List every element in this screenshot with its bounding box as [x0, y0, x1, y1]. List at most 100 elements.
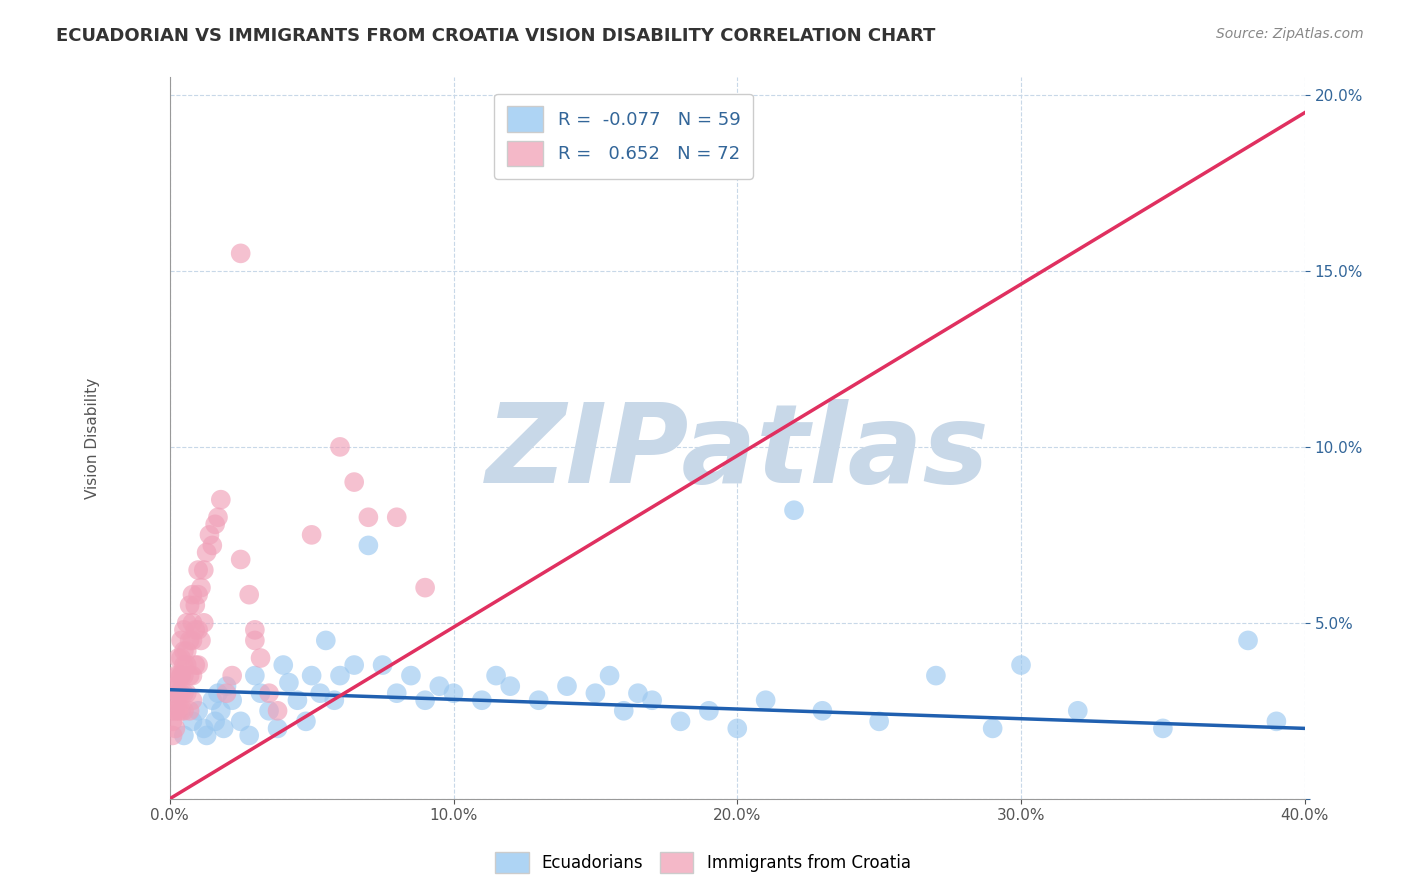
Point — [266, 722, 288, 736]
Point — [173, 668, 195, 682]
Point — [187, 563, 209, 577]
Point — [301, 668, 323, 682]
Point — [229, 246, 252, 260]
Point — [193, 615, 215, 630]
Point — [184, 599, 207, 613]
Point — [1237, 633, 1260, 648]
Point — [868, 714, 890, 729]
Point — [443, 686, 465, 700]
Point — [229, 714, 252, 729]
Point — [301, 528, 323, 542]
Point — [170, 686, 193, 700]
Point — [981, 722, 1004, 736]
Point — [181, 615, 204, 630]
Point — [165, 668, 187, 682]
Point — [187, 623, 209, 637]
Point — [187, 588, 209, 602]
Point — [176, 658, 198, 673]
Point — [471, 693, 494, 707]
Point — [176, 686, 198, 700]
Point — [165, 693, 187, 707]
Point — [195, 545, 218, 559]
Point — [323, 693, 346, 707]
Point — [343, 658, 366, 673]
Point — [243, 623, 266, 637]
Point — [221, 693, 243, 707]
Point — [427, 679, 450, 693]
Y-axis label: Vision Disability: Vision Disability — [86, 377, 100, 499]
Point — [184, 658, 207, 673]
Point — [181, 633, 204, 648]
Point — [173, 728, 195, 742]
Point — [295, 714, 318, 729]
Point — [209, 492, 232, 507]
Point — [162, 686, 184, 700]
Point — [179, 668, 201, 682]
Point — [555, 679, 578, 693]
Point — [238, 728, 260, 742]
Point — [176, 644, 198, 658]
Point — [201, 693, 224, 707]
Point — [170, 651, 193, 665]
Point — [811, 704, 834, 718]
Point — [413, 693, 436, 707]
Point — [215, 686, 238, 700]
Point — [195, 728, 218, 742]
Point — [499, 679, 522, 693]
Point — [173, 658, 195, 673]
Point — [725, 722, 748, 736]
Point — [371, 658, 394, 673]
Point — [315, 633, 337, 648]
Point — [257, 704, 280, 718]
Point — [257, 686, 280, 700]
Point — [238, 588, 260, 602]
Legend: R =  -0.077   N = 59, R =   0.652   N = 72: R = -0.077 N = 59, R = 0.652 N = 72 — [495, 94, 754, 179]
Point — [755, 693, 778, 707]
Point — [179, 599, 201, 613]
Point — [167, 686, 190, 700]
Point — [783, 503, 806, 517]
Point — [266, 704, 288, 718]
Point — [193, 563, 215, 577]
Point — [583, 686, 606, 700]
Point — [190, 633, 212, 648]
Point — [181, 693, 204, 707]
Point — [357, 538, 380, 552]
Point — [173, 623, 195, 637]
Point — [173, 704, 195, 718]
Point — [173, 644, 195, 658]
Point — [329, 440, 352, 454]
Point — [162, 728, 184, 742]
Point — [165, 679, 187, 693]
Point — [697, 704, 720, 718]
Point — [329, 668, 352, 682]
Point — [221, 668, 243, 682]
Point — [669, 714, 692, 729]
Point — [641, 693, 664, 707]
Point — [173, 686, 195, 700]
Point — [309, 686, 332, 700]
Point — [599, 668, 621, 682]
Point — [170, 668, 193, 682]
Point — [162, 714, 184, 729]
Point — [627, 686, 650, 700]
Point — [212, 722, 235, 736]
Text: ZIPatlas: ZIPatlas — [485, 399, 990, 506]
Point — [1010, 658, 1032, 673]
Point — [187, 658, 209, 673]
Point — [167, 668, 190, 682]
Point — [181, 668, 204, 682]
Point — [287, 693, 309, 707]
Point — [385, 510, 408, 524]
Point — [215, 679, 238, 693]
Point — [207, 510, 229, 524]
Point — [249, 686, 271, 700]
Point — [1152, 722, 1174, 736]
Point — [176, 615, 198, 630]
Point — [167, 704, 190, 718]
Point — [179, 633, 201, 648]
Point — [613, 704, 636, 718]
Point — [249, 651, 271, 665]
Point — [207, 686, 229, 700]
Point — [198, 528, 221, 542]
